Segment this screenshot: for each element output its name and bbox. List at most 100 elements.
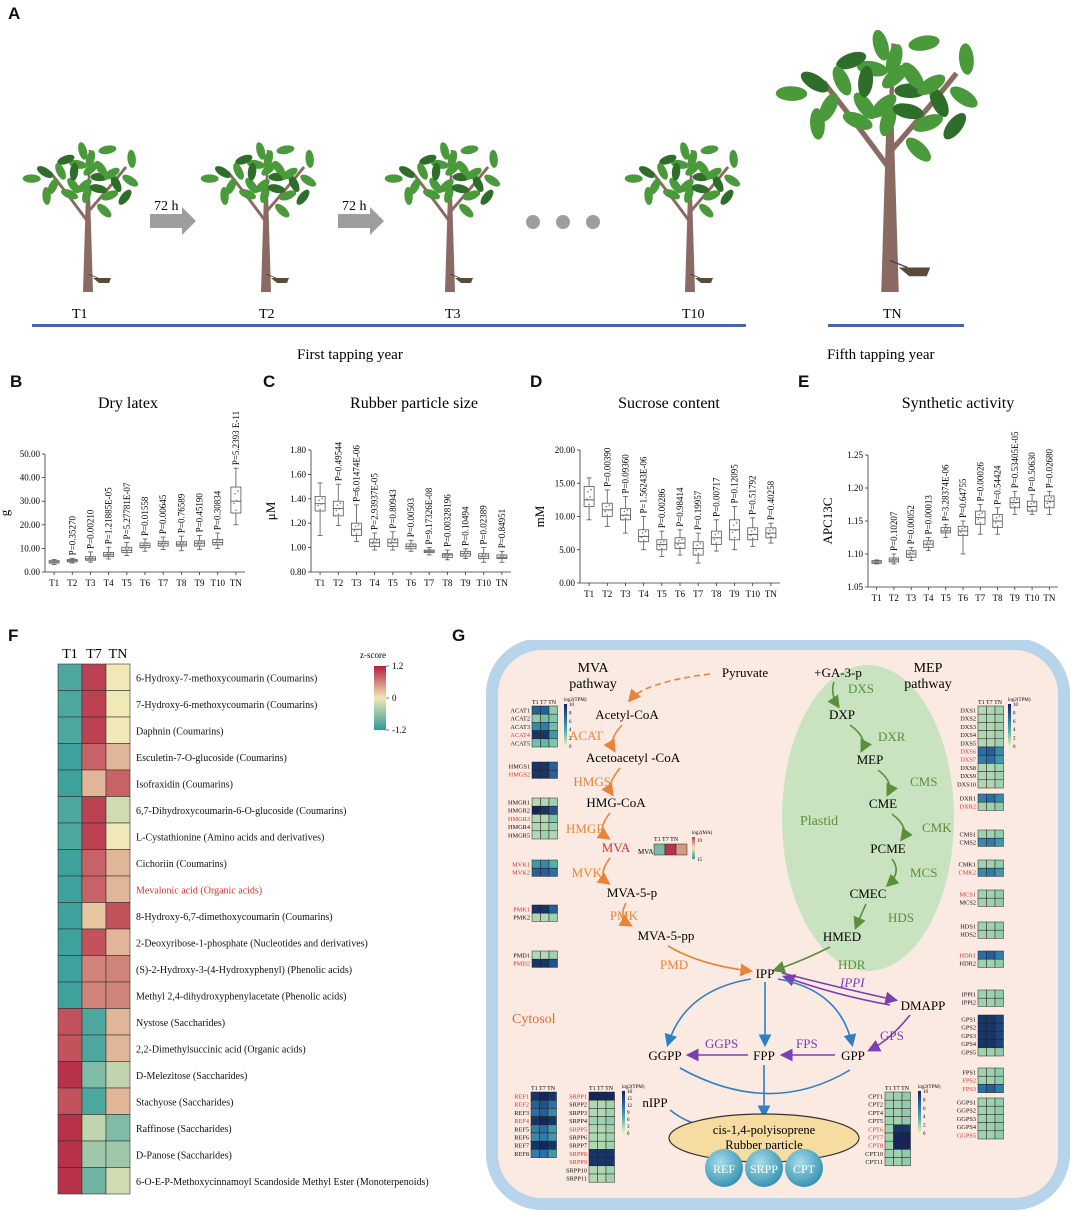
data-point: [142, 545, 144, 547]
cms-enzyme: CMS: [910, 774, 937, 789]
data-point: [995, 517, 998, 519]
data-point: [928, 543, 931, 546]
x-tick-label: T7: [975, 593, 985, 603]
heatmap-cell: [105, 902, 131, 930]
data-point: [1011, 507, 1013, 509]
gene-cell: [994, 1097, 1004, 1107]
leaf: [489, 149, 498, 168]
gene-cell: [605, 1091, 615, 1101]
interval-arrow-2: [338, 207, 384, 235]
dmapp-node: DMAPP: [901, 998, 946, 1013]
leaf: [57, 154, 75, 165]
leaf: [235, 154, 253, 165]
data-point: [731, 531, 734, 534]
data-point: [642, 539, 645, 542]
gene-cell: [540, 797, 550, 807]
gene-cell: [977, 1097, 987, 1107]
gene-label: SRPP1: [569, 1094, 587, 1101]
mva-pathway-title-2: pathway: [569, 677, 616, 692]
data-point: [752, 533, 755, 535]
heatmap-row-label: Isofraxidin (Coumarins): [136, 779, 233, 790]
latex-cup: [271, 278, 289, 283]
heatmap-column-label: TN: [109, 647, 128, 662]
data-point: [321, 497, 323, 500]
gene-cell: [531, 730, 541, 740]
x-tick-label: T10: [210, 578, 225, 588]
gene-label: SRPP11: [566, 1176, 587, 1183]
leaf: [288, 175, 300, 192]
y-tick-label: 0.00: [559, 578, 575, 588]
gene-cell: [597, 1149, 607, 1158]
gene-cell: [986, 950, 996, 960]
leaf: [261, 162, 277, 176]
mva-arrow-1: [603, 724, 623, 753]
mva-arrow-4: [596, 857, 611, 885]
heatmap-row-label: 7-Hydroxy-6-methoxycoumarin (Coumarins): [136, 700, 317, 711]
gene-cell: [597, 1165, 607, 1175]
gene-cell: [548, 713, 558, 723]
data-point: [1031, 509, 1033, 511]
tapping-spout: [889, 259, 908, 269]
p-value-label: P=0.02680: [1044, 448, 1054, 488]
data-point: [976, 523, 979, 526]
y-tick-label: 0.00: [24, 567, 40, 577]
data-point: [320, 503, 322, 505]
data-point: [164, 541, 166, 543]
data-point: [699, 542, 701, 545]
gene-cell: [986, 1014, 996, 1024]
tpm-tick-label: 9: [627, 1111, 630, 1116]
heatmap-cell: [105, 1034, 131, 1062]
gene-cell: [994, 763, 1004, 772]
ref-protein-label: REF: [713, 1162, 735, 1176]
gene-label: HMGR2: [508, 808, 530, 815]
gene-cell: [531, 822, 541, 832]
mva-legend-col-header: T1 T7 TN: [654, 837, 679, 843]
heatmap-cell: [81, 663, 107, 691]
data-point: [126, 551, 128, 553]
tpm-tick-label: 4: [923, 1115, 926, 1120]
leaf: [83, 162, 99, 176]
first-year-timeline-bar: [32, 324, 746, 327]
gene-label: PMK2: [513, 915, 530, 922]
p-value-label: P=3.28374E-06: [941, 464, 951, 521]
tapping-spout: [265, 273, 277, 279]
gene-cell: [597, 1157, 607, 1167]
gene-group-col-header: T1 T7 TN: [589, 1086, 614, 1092]
ggpp-node: GGPP: [648, 1048, 681, 1063]
ellipsis-dot-1: [526, 215, 540, 229]
gene-cell: [893, 1124, 903, 1134]
mva-legend-colorbar: [692, 837, 695, 859]
tpm-tick-label: 0: [923, 1132, 926, 1137]
data-point: [375, 539, 378, 541]
hdr-enzyme: HDR: [838, 957, 866, 972]
hmgr-enzyme: HMGR: [566, 821, 605, 836]
data-point: [389, 545, 391, 548]
gene-cell: [901, 1124, 911, 1134]
gene-cell: [547, 1132, 557, 1142]
data-point: [734, 529, 737, 531]
gene-cell: [539, 1116, 549, 1126]
heatmap-cell: [57, 902, 83, 930]
leaf: [685, 162, 701, 176]
chart-b-dry-latex: Dry latex 0.00 10.00 20.00 30.00 40.00 50.00 g T…: [0, 395, 245, 588]
gene-cell: [548, 769, 558, 779]
tpm-tick-label: 2: [1013, 737, 1016, 742]
data-point: [124, 549, 126, 552]
leaf: [399, 166, 415, 179]
p-value-label: P=0.76589: [176, 493, 186, 533]
gene-cell: [884, 1099, 894, 1109]
heatmap-cell: [57, 822, 83, 850]
mep-arrow-3: [877, 769, 899, 797]
heatmap-column-label: T1: [62, 647, 78, 662]
data-point: [411, 545, 413, 548]
data-point: [962, 533, 964, 536]
data-point: [70, 559, 73, 561]
x-tick-label: T6: [406, 578, 416, 588]
p-value-label: P=0.09360: [620, 454, 630, 494]
x-tick-label: T3: [620, 589, 630, 599]
leaf: [810, 108, 825, 140]
data-point: [52, 560, 54, 563]
gene-label: REF3: [514, 1110, 529, 1117]
data-point: [945, 529, 948, 532]
data-point: [735, 522, 738, 524]
